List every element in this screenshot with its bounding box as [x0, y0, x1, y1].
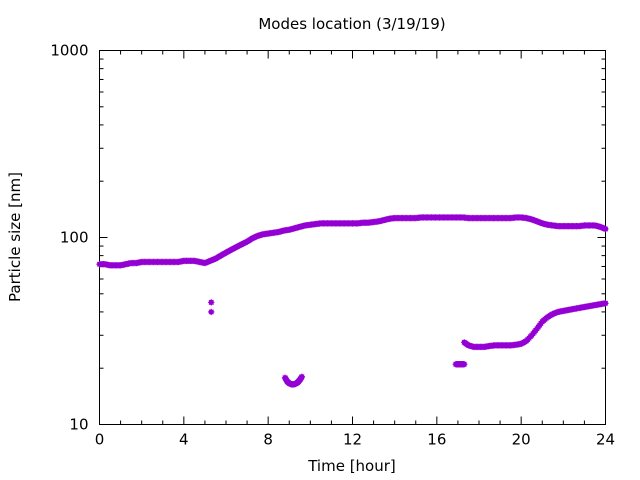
- y-axis-label: Particle size [nm]: [6, 172, 24, 302]
- tick-label: 24: [596, 431, 615, 449]
- data-point: [461, 361, 468, 368]
- chart-title: Modes location (3/19/19): [258, 15, 445, 33]
- tick-label: 10: [69, 416, 88, 434]
- data-point: [298, 373, 306, 380]
- data-points: [96, 214, 609, 388]
- tick-label: 4: [179, 431, 189, 449]
- tick-label: 1000: [50, 42, 88, 60]
- axis-tick-labels: 0 4 8 12 16 20 24 10 100 1000: [50, 42, 615, 449]
- x-axis-label: Time [hour]: [307, 457, 396, 475]
- plot-frame: [99, 50, 606, 425]
- tick-label: 0: [95, 431, 105, 449]
- tick-label: 16: [427, 431, 446, 449]
- data-point: [208, 308, 215, 316]
- tick-label: 20: [512, 431, 531, 449]
- tick-label: 100: [60, 229, 89, 247]
- data-point: [602, 225, 609, 233]
- data-point: [602, 300, 609, 307]
- data-point: [208, 299, 215, 306]
- axis-ticks: [99, 50, 606, 425]
- tick-label: 12: [343, 431, 362, 449]
- tick-label: 8: [263, 431, 273, 449]
